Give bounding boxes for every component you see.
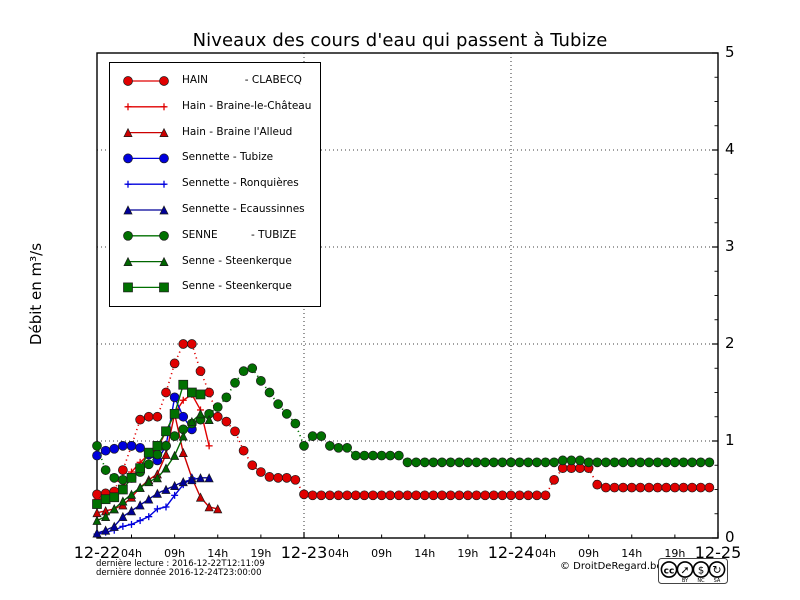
x-tick-minor: 09h [371, 547, 393, 560]
x-tick-minor: 14h [621, 547, 643, 560]
svg-text:NC: NC [697, 578, 705, 584]
x-tick-minor: 04h [535, 547, 556, 560]
x-tick-minor: 04h [121, 547, 142, 560]
x-tick-minor: 19h [457, 547, 479, 560]
legend-symbol-2 [123, 127, 169, 137]
series-0 [92, 339, 715, 501]
legend-label-1: Hain - Braine-le-Château [182, 99, 312, 112]
footer-last-read: dernière lecture : 2016-12-22T12:11:09 [96, 559, 265, 569]
legend-label-4: Sennette - Ronquières [182, 177, 299, 190]
legend-symbol-6 [123, 230, 169, 241]
legend-label-2: Hain - Braine l'Alleud [182, 125, 293, 138]
y-tick: 5 [725, 43, 735, 61]
legend-symbol-4 [124, 180, 168, 188]
y-tick: 3 [725, 237, 735, 255]
legend-symbol-5 [123, 205, 169, 215]
x-tick-major: 12-23 [280, 543, 328, 562]
x-tick-minor: 09h [164, 547, 186, 560]
legend-symbol-3 [123, 153, 169, 164]
series-5 [92, 473, 214, 538]
legend-symbols [123, 76, 169, 293]
x-tick-major: 12-25 [694, 543, 742, 562]
svg-text:SA: SA [714, 578, 721, 584]
legend-label-7: Senne - Steenkerque [182, 254, 292, 267]
legend-label-5: Sennette - Ecaussinnes [182, 203, 305, 215]
svg-text:↻: ↻ [712, 564, 721, 577]
x-tick-minor: 04h [328, 547, 349, 560]
chart-title: Niveaux des cours d'eau qui passent à Tu… [192, 30, 608, 51]
series-8 [92, 379, 206, 509]
x-tick-major: 12-22 [73, 543, 121, 562]
footer-last-data: dernière donnée 2016-12-24T23:00:00 [96, 568, 262, 578]
legend-label-6: SENNE - TUBIZE [182, 228, 297, 241]
y-tick: 2 [725, 334, 735, 352]
x-tick-minor: 19h [250, 547, 272, 560]
x-tick-minor: 09h [578, 547, 600, 560]
x-tick-minor: 19h [664, 547, 686, 560]
legend-label-3: Sennette - Tubize [182, 151, 274, 164]
legend-label-8: Senne - Steenkerque [182, 280, 292, 293]
x-tick-major: 12-24 [487, 543, 535, 562]
legend-symbol-1 [124, 103, 168, 111]
legend-symbol-0 [123, 76, 169, 86]
x-tick-minor: 14h [414, 547, 436, 560]
svg-text:BY: BY [682, 578, 689, 584]
svg-text:➚: ➚ [680, 564, 689, 577]
series-7 [92, 409, 214, 525]
y-tick: 0 [725, 528, 735, 546]
copyright-text: © DroitDeRegard.be [560, 561, 663, 572]
svg-text:$: $ [698, 566, 704, 577]
svg-text:cc: cc [664, 567, 675, 577]
legend-label-0: HAIN - CLABECQ [182, 74, 302, 86]
x-tick-minor: 14h [207, 547, 229, 560]
legend-symbol-8 [123, 282, 169, 293]
y-tick: 1 [725, 431, 735, 449]
creative-commons-badge[interactable]: cc ➚ $ ↻ BY NC SA [658, 558, 728, 584]
chart-legend[interactable]: HAIN - CLABECQ Hain - Braine-le-Château Ha… [109, 62, 321, 307]
legend-symbol-7 [123, 256, 169, 266]
y-tick: 4 [725, 140, 735, 158]
series-6 [92, 363, 715, 485]
